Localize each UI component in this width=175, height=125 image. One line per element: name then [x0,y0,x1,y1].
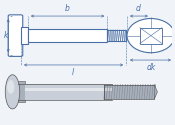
Bar [25,84,113,100]
Text: b: b [65,4,70,13]
Bar [140,28,162,44]
Text: l: l [72,68,74,77]
Bar [25,88,113,91]
Text: k: k [4,31,8,40]
Bar [19,82,25,102]
Text: dk: dk [146,63,156,72]
Polygon shape [154,84,157,99]
Circle shape [145,31,157,40]
Bar [21,27,28,44]
Ellipse shape [5,75,20,109]
Bar [28,29,107,42]
Bar [107,30,126,41]
Text: d: d [136,4,141,13]
FancyBboxPatch shape [8,15,23,56]
Circle shape [127,18,175,53]
Ellipse shape [7,80,14,94]
Bar [104,84,154,99]
